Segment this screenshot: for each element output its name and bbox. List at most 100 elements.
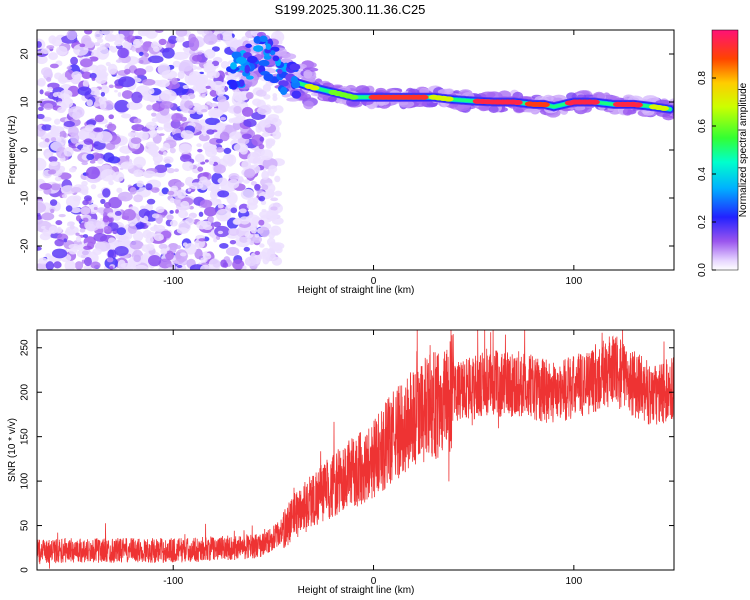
noise-blob [213,71,220,78]
noise-blob [171,113,183,122]
noise-blob [146,198,156,205]
noise-blob [100,91,106,97]
noise-blob [49,199,58,206]
noise-blob [208,258,221,270]
noise-blob [81,161,89,166]
noise-blob [182,161,194,172]
noise-blob [104,34,117,42]
ridge-peak [443,96,454,102]
noise-blob [38,106,44,112]
noise-blob [126,35,136,43]
noise-blob [117,259,126,270]
noise-blob [150,187,160,193]
snr-x-tick-label: 0 [371,576,377,587]
noise-blob [213,164,226,174]
noise-blob [141,244,151,252]
noise-blob [243,246,250,252]
noise-blob [160,248,168,255]
noise-blob [175,30,188,37]
noise-blob [103,212,108,217]
noise-blob [54,239,65,247]
noise-blob [274,210,279,215]
colorbar-gradient [711,29,739,271]
noise-blob [106,123,117,132]
noise-blob [261,170,269,180]
noise-blob [51,248,68,259]
noise-blob [45,261,55,270]
noise-blob [110,46,118,53]
noise-blob [211,46,220,52]
noise-blob [232,218,241,225]
noise-blob [41,116,52,122]
noise-blob [203,206,217,217]
noise-blob [172,60,181,68]
ridge-peak [658,105,669,111]
noise-blob [175,209,179,214]
noise-blob [272,93,278,98]
noise-blob [83,195,92,202]
noise-blob [261,132,270,138]
noise-blob [232,259,245,270]
ridge-halo [437,88,454,95]
spectrogram-y-label: Frequency (Hz) [7,116,18,185]
noise-blob [163,156,174,164]
noise-blob [48,225,58,234]
colorbar: 0.0 0.2 0.4 0.6 0.8 Normalized spectral ampl… [697,29,749,277]
noise-blob [145,236,154,244]
noise-blob [119,33,125,39]
noise-blob [247,152,261,164]
noise-blob [258,143,265,150]
snr-x-tick-label: -100 [163,576,183,587]
noise-blob [52,92,59,98]
noise-blob [213,238,218,243]
noise-blob [94,114,105,123]
noise-blob [127,224,138,235]
noise-blob [259,226,270,238]
noise-blob [158,243,168,250]
noise-blob [47,169,55,175]
noise-blob [208,161,215,165]
noise-blob [57,106,66,114]
noise-blob [118,76,136,88]
ridge-onset-blob [278,80,289,87]
noise-blob [211,80,226,92]
snr-y-tick-label: 150 [20,428,31,445]
noise-blob [163,151,167,156]
noise-blob [151,117,159,123]
noise-blob [141,30,148,35]
noise-blob [204,49,216,59]
ridge-halo [355,85,370,95]
spectrogram-x-tick-label: 100 [565,276,582,287]
noise-blob [259,136,265,142]
spectrogram-y-ticks: 20 10 0 -10 -20 [20,48,674,253]
noise-blob [38,141,50,148]
noise-blob [178,143,192,154]
ridge-halo [327,96,337,103]
noise-blob [77,86,92,96]
noise-blob [126,101,143,110]
noise-blob [107,63,118,75]
noise-blob [187,109,196,114]
noise-blob [269,172,275,177]
noise-blob [229,131,242,140]
noise-blob [143,215,149,223]
noise-blob [70,132,80,144]
noise-blob [151,213,160,219]
noise-blob [202,130,207,137]
noise-blob [216,33,224,41]
noise-blob [47,86,54,92]
snr-y-label: SNR (10 * v/v) [7,418,18,482]
noise-blob [43,103,54,110]
noise-blob [165,43,171,49]
noise-blob [201,108,208,113]
noise-blob [142,78,156,86]
noise-blob [145,65,154,73]
noise-blob [107,249,115,258]
noise-blob [145,89,153,96]
noise-blob [41,212,55,221]
noise-blob [139,59,144,64]
noise-blob [178,220,191,233]
noise-blob [133,169,144,178]
noise-blob [146,222,152,226]
noise-blob [82,199,89,206]
